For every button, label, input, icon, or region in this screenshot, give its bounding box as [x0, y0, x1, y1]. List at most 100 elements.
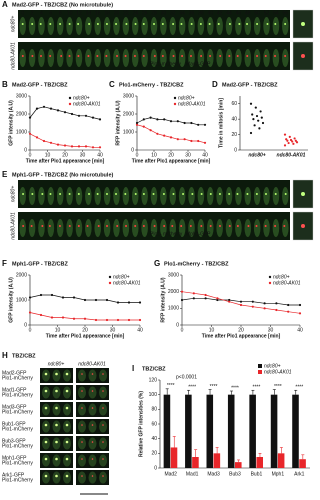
significance: **** [253, 385, 261, 391]
signal [77, 225, 80, 227]
data-point [180, 290, 184, 293]
x-tick-label: 0 [181, 327, 184, 333]
time-label: 26 [142, 10, 148, 16]
chart-title: Mad2-GFP - TBZ/CBZ [12, 82, 68, 88]
cell [42, 403, 50, 416]
inset-signal [301, 54, 305, 58]
cell [38, 187, 45, 205]
cell [78, 420, 86, 433]
data-point [42, 105, 46, 108]
data-point [94, 298, 98, 302]
data-point [283, 133, 287, 136]
category-label: Mad2 [164, 471, 177, 477]
signal [264, 55, 267, 57]
cell [103, 49, 111, 67]
signal [55, 406, 58, 410]
data-point [197, 139, 200, 143]
legend-label: ndc80-AK01 [113, 280, 141, 286]
signal [142, 55, 145, 57]
signal [219, 55, 222, 57]
row-label: Mad3-GFP [2, 404, 27, 410]
column-label: ndc80+ [48, 361, 65, 367]
cell [244, 187, 252, 205]
legend-label: ndc80+ [264, 363, 281, 369]
x-tick-label: 40 [297, 327, 303, 333]
signal [55, 372, 58, 376]
x-tick-label: 30 [185, 152, 191, 158]
y-tick-label: 0 [234, 147, 237, 153]
inset-signal [301, 192, 305, 196]
x-tick-label: 0 [29, 327, 32, 333]
signal [236, 193, 239, 195]
signal [142, 23, 145, 25]
signal [59, 193, 62, 195]
data-point [216, 298, 219, 302]
cell [113, 17, 120, 35]
cell [78, 437, 86, 450]
data-point [190, 121, 193, 125]
signal [208, 23, 211, 25]
cell [42, 454, 50, 467]
signal [91, 441, 94, 443]
cell [197, 17, 205, 35]
time-label: 38 [198, 10, 204, 16]
p-value: p<0.0001 [176, 374, 197, 380]
signal [48, 225, 51, 227]
data-point [259, 110, 262, 113]
data-point [287, 141, 290, 145]
legend-label: ndc80+ [113, 274, 130, 280]
time-label: 34 [179, 10, 185, 16]
cell [244, 219, 252, 237]
signal [68, 193, 71, 195]
cell [113, 187, 120, 205]
signal [190, 23, 193, 25]
signal [125, 23, 128, 25]
chart-title: Mph1-GFP - TBZ/CBZ [12, 261, 68, 267]
signal [65, 372, 69, 376]
cell [103, 187, 111, 205]
data-point [83, 317, 87, 320]
y-tick-label: 40 [231, 116, 237, 122]
legend-label: ndc80-AK01 [273, 280, 301, 286]
row-label: Plo1-mCherry [2, 477, 33, 483]
column-label: ndc80-AK01 [78, 361, 106, 367]
data-point [298, 303, 302, 307]
signal [81, 373, 83, 375]
x-axis-label: Time after Plo1 appearance [min] [46, 333, 125, 339]
signal [134, 23, 137, 25]
signal [172, 193, 175, 195]
data-point [63, 144, 67, 147]
cell [253, 219, 261, 237]
signal [228, 225, 231, 227]
cell [235, 187, 242, 205]
signal [124, 55, 127, 57]
data-point [192, 292, 195, 295]
data-point [91, 116, 95, 119]
data-point [105, 298, 109, 302]
chart-title: Mad2-GFP - TBZ/CBZ [222, 82, 278, 88]
signal [134, 193, 137, 195]
data-point [180, 298, 184, 302]
y-axis-label: Time in mitosis [min] [218, 98, 224, 148]
data-point [28, 132, 32, 135]
category-label: Bub3 [229, 471, 241, 477]
time-label: 10 [67, 10, 73, 16]
legend-green: Mph1-GFP [186, 231, 211, 237]
signal [58, 225, 61, 227]
data-point [254, 106, 257, 109]
cell [78, 454, 86, 467]
cell [42, 420, 50, 433]
signal [115, 193, 118, 195]
cell [131, 219, 139, 237]
signal [172, 23, 175, 25]
y-tick-label: 1000 [16, 297, 27, 303]
signal [86, 225, 89, 227]
cell [56, 219, 64, 237]
cell [263, 17, 270, 35]
data-point [149, 116, 152, 119]
data-point [105, 318, 109, 322]
panel-label: G [154, 259, 160, 268]
signal [88, 193, 91, 195]
cell [263, 49, 270, 67]
